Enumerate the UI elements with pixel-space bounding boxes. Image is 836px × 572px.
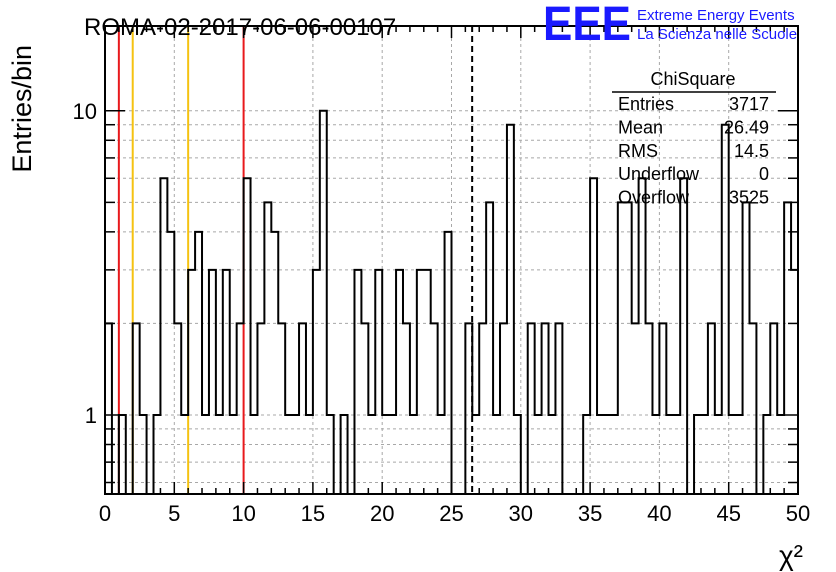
- x-tick-label: 40: [647, 501, 671, 526]
- x-tick-label: 50: [786, 501, 810, 526]
- stats-label: Overflow: [618, 188, 690, 208]
- eee-logo-text: EEE: [543, 0, 631, 51]
- stats-value: 3717: [729, 94, 769, 114]
- reference-lines: [117, 26, 474, 494]
- stats-value: 3525: [729, 188, 769, 208]
- x-tick-label: 5: [168, 501, 180, 526]
- x-tick-label: 30: [509, 501, 533, 526]
- stats-label: Entries: [618, 94, 674, 114]
- stats-value: 0: [759, 164, 769, 184]
- x-axis-label: χ²: [779, 540, 803, 571]
- x-tick-label: 0: [99, 501, 111, 526]
- eee-logo: EEE Extreme Energy Events La Scienza nel…: [543, 0, 797, 51]
- x-tick-label: 15: [301, 501, 325, 526]
- stats-box: ChiSquare Entries 3717 Mean 26.49 RMS 14.5 Und…: [612, 69, 776, 208]
- x-tick-label: 45: [716, 501, 740, 526]
- histogram-series: [105, 109, 798, 495]
- stats-label: Mean: [618, 117, 663, 137]
- x-tick-label: 25: [439, 501, 463, 526]
- logo-line2: La Scienza nelle Scuole: [637, 26, 797, 43]
- x-tick-label: 20: [370, 501, 394, 526]
- grid: [105, 26, 798, 494]
- chart-title: ROMA-02-2017-06-06-00107: [84, 14, 396, 41]
- stats-label: RMS: [618, 141, 658, 161]
- stats-label: Underflow: [618, 164, 700, 184]
- tick-labels: 0 5 10 15 20 25 30 35 40 45 50 1 10: [73, 99, 811, 526]
- stats-value: 14.5: [734, 141, 769, 161]
- stats-title: ChiSquare: [650, 69, 735, 89]
- stats-value: 26.49: [724, 117, 769, 137]
- y-tick-label: 10: [73, 99, 97, 124]
- x-tick-label: 35: [578, 501, 602, 526]
- logo-line1: Extreme Energy Events: [637, 7, 795, 24]
- y-tick-label: 1: [85, 403, 97, 428]
- axis-ticks: [104, 26, 799, 494]
- y-axis-label: Entries/bin: [7, 45, 37, 173]
- x-tick-label: 10: [231, 501, 255, 526]
